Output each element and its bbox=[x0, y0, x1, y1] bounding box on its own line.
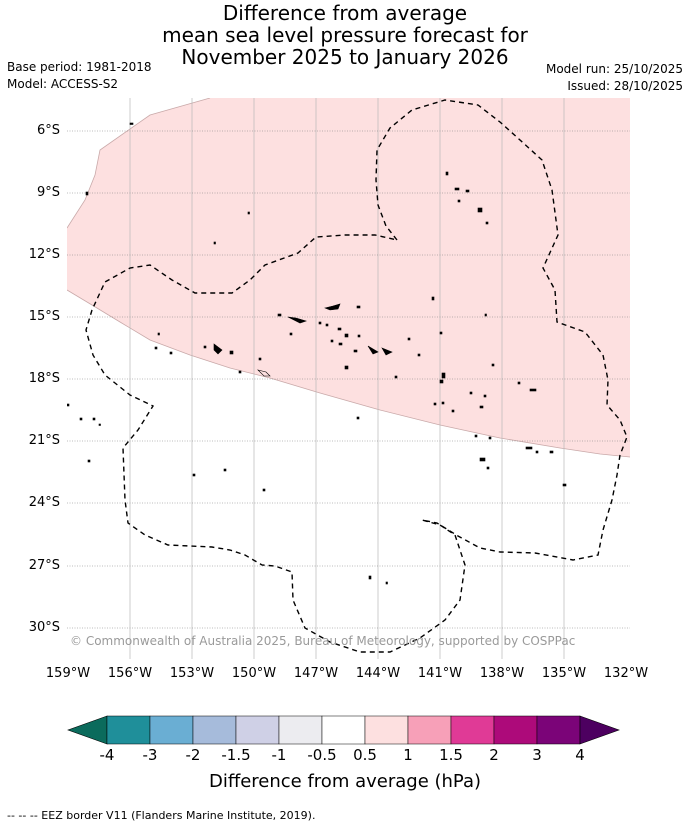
lon-label-138w: 138°W bbox=[479, 666, 525, 681]
colorbar-swatch bbox=[364, 715, 409, 745]
colorbar-label: -1 bbox=[271, 746, 287, 764]
lat-label-18s: 18°S bbox=[28, 371, 60, 386]
anomaly-region-positive bbox=[67, 98, 630, 457]
lat-label-21s: 21°S bbox=[28, 433, 60, 448]
issued-date: Issued: 28/10/2025 bbox=[567, 79, 683, 93]
colorbar-label: 1.5 bbox=[439, 746, 463, 764]
colorbar-swatch bbox=[407, 715, 452, 745]
colorbar-swatch bbox=[106, 715, 151, 745]
lat-label-6s: 6°S bbox=[36, 123, 60, 138]
colorbar-swatch bbox=[192, 715, 237, 745]
colorbar-swatch bbox=[493, 715, 538, 745]
colorbar-label: 0.5 bbox=[353, 746, 377, 764]
title-line-2: mean sea level pressure forecast for bbox=[162, 23, 528, 47]
lon-label-153w: 153°W bbox=[169, 666, 215, 681]
lon-label-147w: 147°W bbox=[293, 666, 339, 681]
model-info: Base period: 1981-2018 Model: ACCESS-S2 bbox=[7, 59, 152, 93]
colorbar bbox=[67, 715, 620, 745]
grid-lines bbox=[129, 98, 565, 659]
map-title: Difference from average mean sea level p… bbox=[0, 2, 690, 68]
colorbar-label: -4 bbox=[99, 746, 115, 764]
lon-label-159w: 159°W bbox=[45, 666, 91, 681]
lat-label-12s: 12°S bbox=[28, 247, 60, 262]
lat-label-27s: 27°S bbox=[28, 558, 60, 573]
colorbar-swatch bbox=[149, 715, 194, 745]
run-info: Model run: 25/10/2025 Issued: 28/10/2025 bbox=[546, 61, 683, 95]
colorbar-swatch bbox=[278, 715, 323, 745]
copyright-notice: © Commonwealth of Australia 2025, Bureau… bbox=[70, 634, 576, 648]
lat-label-9s: 9°S bbox=[36, 185, 60, 200]
colorbar-extend-low bbox=[67, 715, 108, 745]
colorbar-swatch bbox=[450, 715, 495, 745]
eez-border-kiribati bbox=[85, 99, 628, 653]
islands bbox=[67, 122, 567, 585]
colorbar-label: 4 bbox=[575, 746, 585, 764]
colorbar-label: 1 bbox=[403, 746, 413, 764]
colorbar-label: -2 bbox=[185, 746, 201, 764]
lon-label-144w: 144°W bbox=[355, 666, 401, 681]
colorbar-swatch bbox=[321, 715, 366, 745]
model-name: Model: ACCESS-S2 bbox=[7, 77, 119, 91]
lon-label-156w: 156°W bbox=[107, 666, 153, 681]
colorbar-label: -3 bbox=[142, 746, 158, 764]
colorbar-swatch bbox=[235, 715, 280, 745]
lat-label-24s: 24°S bbox=[28, 495, 60, 510]
lon-label-135w: 135°W bbox=[541, 666, 587, 681]
lon-label-150w: 150°W bbox=[231, 666, 277, 681]
lon-label-132w: 132°W bbox=[603, 666, 649, 681]
anomaly-contour-0-5 bbox=[67, 98, 630, 458]
eez-legend: -- -- -- EEZ border V11 (Flanders Marine… bbox=[7, 809, 316, 822]
lat-label-15s: 15°S bbox=[28, 309, 60, 324]
colorbar-label: -1.5 bbox=[221, 746, 251, 764]
colorbar-extend-high bbox=[579, 715, 620, 745]
colorbar-label: 3 bbox=[532, 746, 542, 764]
title-line-3: November 2025 to January 2026 bbox=[181, 45, 509, 69]
lon-label-141w: 141°W bbox=[417, 666, 463, 681]
colorbar-title: Difference from average (hPa) bbox=[208, 771, 482, 792]
model-run: Model run: 25/10/2025 bbox=[545, 62, 683, 76]
lat-label-30s: 30°S bbox=[28, 620, 60, 635]
colorbar-label: -0.5 bbox=[307, 746, 337, 764]
title-line-1: Difference from average bbox=[222, 1, 468, 25]
colorbar-swatch bbox=[536, 715, 581, 745]
base-period: Base period: 1981-2018 bbox=[7, 60, 152, 74]
colorbar-label: 2 bbox=[489, 746, 499, 764]
